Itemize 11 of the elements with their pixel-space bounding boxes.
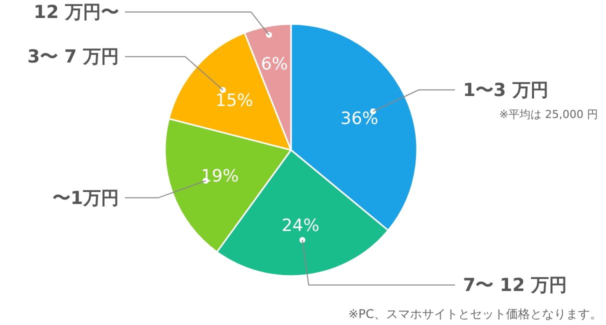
data-label: 36% bbox=[340, 108, 378, 129]
slice-label: 1〜3 万円 bbox=[463, 80, 548, 101]
slice-label: 3〜 7 万円 bbox=[27, 46, 119, 68]
data-label: 15% bbox=[215, 91, 254, 112]
text: ※PC、スマホサイトとセット価格となります。 bbox=[348, 307, 602, 321]
slice-label: 〜1万円 bbox=[52, 188, 119, 209]
slice-label: 12 万円〜 bbox=[34, 2, 119, 23]
slice-label: 7〜 12 万円 bbox=[463, 275, 568, 296]
data-label: 24% bbox=[282, 216, 320, 236]
data-label: 6% bbox=[260, 54, 288, 74]
text: ※平均は 25,000 円 bbox=[499, 108, 598, 121]
